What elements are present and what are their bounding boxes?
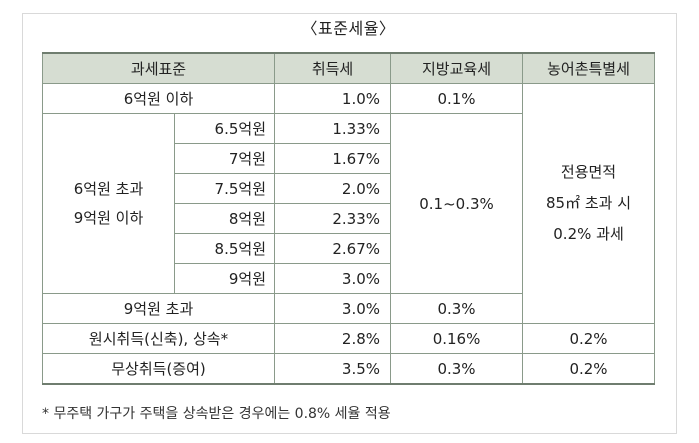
acquisition-tax-cell: 2.67% xyxy=(274,233,392,264)
acquisition-tax-cell: 3.0% xyxy=(274,263,392,294)
tax-base-sub-cell: 8.5억원 xyxy=(173,233,276,264)
acquisition-tax-cell: 2.33% xyxy=(274,203,392,234)
header-rural-special-tax: 농어촌특별세 xyxy=(522,52,656,84)
rural-tax-cell: 0.2% xyxy=(522,323,656,354)
table-row: 8억원 2.33% xyxy=(43,203,655,234)
table-row: 7.5억원 2.0% xyxy=(43,173,655,204)
tax-rate-table: 과세표준 취득세 지방교육세 농어촌특별세 6억원 이하 1.0% 0.1% 전… xyxy=(41,52,656,385)
tax-base-group-line2: 9억원 이하 xyxy=(73,208,144,227)
footnote: * 무주택 가구가 주택을 상속받은 경우에는 0.8% 세율 적용 xyxy=(42,406,391,422)
education-tax-cell: 0.16% xyxy=(390,323,524,354)
acquisition-tax-cell: 1.0% xyxy=(274,83,392,114)
header-row: 과세표준 취득세 지방교육세 농어촌특별세 xyxy=(41,52,656,84)
tax-base-group-line1: 6억원 초과 xyxy=(73,179,144,198)
acquisition-tax-cell: 3.0% xyxy=(274,293,392,324)
table-row: 9억원 3.0% xyxy=(43,263,655,294)
tax-base-sub-cell: 9억원 xyxy=(173,263,276,294)
acquisition-tax-cell: 2.0% xyxy=(274,173,392,204)
tax-base-cell: 9억원 초과 xyxy=(41,293,276,324)
acquisition-tax-cell: 1.33% xyxy=(274,113,392,144)
education-tax-cell: 0.1% xyxy=(390,83,524,114)
table-row: 9억원 초과 3.0% 0.3% xyxy=(41,293,655,324)
rural-tax-note-line3: 0.2% 과세 xyxy=(553,225,624,243)
education-tax-cell: 0.3% xyxy=(390,293,524,324)
tax-base-cell: 무상취득(증여) xyxy=(41,353,276,385)
table-row: 무상취득(증여) 3.5% 0.3% 0.2% xyxy=(41,353,656,385)
table-caption: 〈표준세율〉 xyxy=(301,19,396,38)
rural-tax-cell: 0.2% xyxy=(522,353,656,385)
tax-base-group-cell: 6억원 초과 9억원 이하 xyxy=(42,113,175,294)
tax-base-sub-cell: 7억원 xyxy=(173,143,276,174)
table-row: 원시취득(신축), 상속* 2.8% 0.16% 0.2% xyxy=(41,323,656,354)
header-local-education-tax: 지방교육세 xyxy=(390,52,524,84)
tax-base-sub-cell: 8억원 xyxy=(173,203,276,234)
table-row: 7억원 1.67% xyxy=(43,143,655,174)
rural-tax-note-cell: 전용면적 85㎡ 초과 시 0.2% 과세 xyxy=(522,83,656,324)
tax-base-cell: 원시취득(신축), 상속* xyxy=(41,323,276,354)
education-tax-range-cell: 0.1~0.3% xyxy=(390,113,524,294)
acquisition-tax-cell: 3.5% xyxy=(274,353,392,385)
acquisition-tax-cell: 2.8% xyxy=(274,323,392,354)
rural-tax-note-line1: 전용면적 xyxy=(560,163,617,181)
acquisition-tax-cell: 1.67% xyxy=(274,143,392,174)
education-tax-cell: 0.3% xyxy=(390,353,524,385)
header-acquisition-tax: 취득세 xyxy=(274,52,392,84)
tax-base-cell: 6억원 이하 xyxy=(41,83,276,114)
header-tax-base: 과세표준 xyxy=(41,52,276,84)
tax-base-sub-cell: 6.5억원 xyxy=(173,113,276,144)
rural-tax-note-line2: 85㎡ 초과 시 xyxy=(546,194,632,212)
table-row: 8.5억원 2.67% xyxy=(43,233,655,264)
tax-base-sub-cell: 7.5억원 xyxy=(173,173,276,204)
table-row: 6억원 이하 1.0% 0.1% 전용면적 85㎡ 초과 시 0.2% 과세 xyxy=(41,83,656,324)
